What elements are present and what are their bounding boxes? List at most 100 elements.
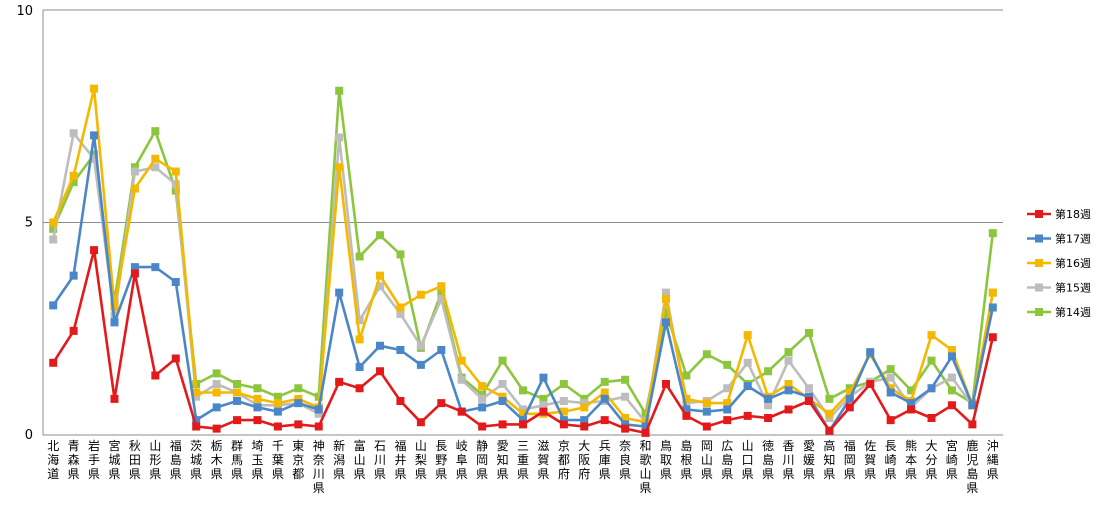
x-tick-label: 奈良県 — [619, 439, 631, 481]
data-point — [294, 384, 303, 393]
legend-marker — [1035, 283, 1043, 292]
data-point — [886, 365, 895, 374]
data-point — [600, 377, 609, 386]
data-point — [988, 333, 997, 342]
data-point — [784, 405, 793, 414]
data-point — [866, 348, 875, 357]
data-point — [478, 390, 487, 399]
x-tick-label: 宮崎県 — [946, 438, 958, 481]
data-point — [273, 407, 282, 416]
data-point — [641, 422, 650, 431]
data-point — [69, 271, 78, 280]
series-3 — [49, 84, 997, 427]
data-point — [764, 394, 773, 403]
data-point — [845, 394, 854, 403]
data-point — [69, 129, 78, 138]
data-point — [968, 420, 977, 429]
data-point — [192, 416, 201, 425]
data-point — [927, 384, 936, 393]
data-point — [130, 263, 139, 272]
legend-label: 第16週 — [1055, 256, 1091, 270]
legend-label: 第17週 — [1055, 232, 1091, 246]
series-2 — [49, 131, 997, 435]
data-point — [273, 422, 282, 431]
x-tick-label: 岐阜県 — [456, 439, 468, 481]
data-point — [457, 375, 466, 384]
data-point — [335, 163, 344, 172]
data-point — [294, 399, 303, 408]
data-point — [804, 384, 813, 393]
y-tick-label: 5 — [25, 216, 33, 231]
data-point — [886, 388, 895, 397]
data-point — [498, 397, 507, 405]
data-point — [273, 399, 282, 408]
data-point — [90, 150, 99, 159]
x-tick-label: 北海道 — [47, 439, 59, 481]
data-point — [743, 331, 752, 340]
legend-marker — [1035, 308, 1043, 316]
series-5 — [49, 86, 997, 418]
x-axis-ticks: 北海道青森県岩手県宮城県秋田県山形県福島県茨城県栃木県群馬県埼玉県千葉県東京都神… — [47, 438, 999, 495]
x-tick-label: 高知県 — [823, 438, 835, 481]
data-point — [845, 388, 854, 397]
data-point — [743, 358, 752, 367]
data-point — [845, 384, 854, 393]
data-point — [907, 386, 916, 395]
x-tick-label: 群馬県 — [231, 439, 243, 481]
data-point — [539, 401, 548, 410]
data-point — [498, 380, 507, 388]
data-point — [437, 399, 446, 408]
data-point — [519, 386, 527, 395]
data-point — [804, 329, 813, 337]
data-point — [355, 335, 364, 344]
data-point — [212, 380, 221, 388]
data-point — [130, 269, 139, 278]
data-point — [498, 420, 507, 429]
data-point — [212, 388, 221, 397]
data-point — [580, 399, 589, 408]
x-tick-label: 兵庫県 — [599, 439, 611, 481]
data-point — [580, 394, 589, 403]
data-point — [988, 288, 997, 297]
data-point — [110, 394, 119, 403]
legend-label: 第14週 — [1055, 305, 1091, 319]
data-point — [437, 282, 446, 291]
legend-label: 第15週 — [1055, 281, 1091, 295]
series-line — [52, 87, 995, 424]
data-point — [621, 414, 630, 422]
data-point — [886, 373, 895, 382]
data-point — [151, 263, 160, 272]
x-tick-label: 茨城県 — [190, 439, 202, 481]
x-tick-label: 沖縄県 — [987, 439, 999, 481]
data-point — [743, 411, 752, 420]
data-point — [580, 422, 589, 431]
data-point — [682, 394, 691, 403]
x-tick-label: 岡山県 — [701, 439, 713, 481]
data-point — [661, 307, 670, 316]
x-tick-label: 栃木県 — [211, 439, 223, 481]
x-tick-label: 山梨県 — [415, 439, 427, 481]
data-point — [151, 163, 160, 172]
data-point — [519, 420, 527, 429]
data-point — [437, 346, 446, 354]
x-tick-label: 埼玉県 — [251, 439, 263, 481]
data-point — [171, 278, 180, 286]
data-point — [661, 288, 670, 297]
data-point — [519, 405, 527, 414]
x-tick-label: 福井県 — [394, 438, 406, 481]
data-point — [212, 424, 221, 433]
data-point — [886, 416, 895, 425]
gridlines — [43, 9, 1003, 223]
series-1 — [49, 246, 997, 437]
data-point — [784, 380, 793, 388]
data-point — [90, 131, 99, 140]
data-point — [355, 363, 364, 371]
data-point — [253, 394, 262, 403]
x-tick-label: 島根県 — [680, 438, 692, 481]
x-tick-label: 三重県 — [517, 439, 529, 481]
x-tick-label: 福岡県 — [844, 438, 856, 481]
data-point — [723, 360, 732, 369]
x-tick-label: 静岡県 — [476, 439, 488, 481]
